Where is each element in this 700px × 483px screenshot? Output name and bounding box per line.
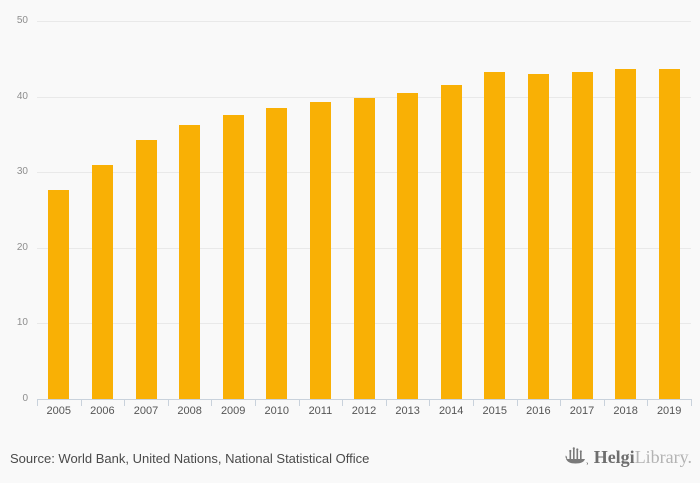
axis-tick: [37, 399, 38, 406]
axis-tick: [385, 399, 387, 406]
y-tick-label-40: 40: [16, 90, 28, 102]
bar-2011: [309, 101, 331, 399]
bar-2017: [571, 71, 593, 399]
axis-tick: [691, 399, 692, 406]
x-tick-label-2006: 2006: [90, 405, 115, 417]
x-tick-label-2009: 2009: [220, 405, 246, 417]
axis-tick: [255, 399, 256, 406]
x-axis-line: [37, 399, 691, 400]
axis-tick: [603, 399, 605, 406]
x-tick-label-2012: 2012: [351, 405, 377, 417]
bar-2008: [179, 124, 201, 399]
y-tick-label-10: 10: [16, 317, 28, 329]
x-tick-label-2014: 2014: [438, 405, 464, 417]
axis-tick: [429, 399, 431, 406]
x-tick-label-2018: 2018: [613, 405, 638, 417]
x-tick-label-2007: 2007: [133, 405, 159, 417]
axis-tick: [516, 399, 518, 406]
bar-2014: [440, 84, 462, 399]
brand-name: HelgiLibrary.: [594, 445, 692, 469]
bar-2012: [353, 98, 375, 399]
axis-tick: [80, 399, 82, 406]
bar-2015: [484, 71, 506, 399]
brand-logo[interactable]: HelgiLibrary.: [565, 445, 692, 469]
brand-name-light: Library.: [634, 447, 692, 467]
plot-area: [37, 21, 691, 400]
brand-name-bold: Helgi: [593, 447, 635, 467]
x-tick-label-2005: 2005: [46, 405, 72, 417]
axis-tick: [124, 399, 126, 406]
bar-2009: [222, 114, 244, 399]
gridline-50: [37, 21, 691, 22]
viking-ship-icon: [565, 446, 588, 465]
axis-tick: [342, 399, 344, 406]
bar-2016: [527, 73, 549, 399]
x-tick-label-2013: 2013: [395, 405, 420, 417]
x-tick-label-2015: 2015: [482, 405, 508, 417]
x-tick-label-2010: 2010: [264, 405, 290, 417]
y-tick-label-0: 0: [22, 393, 28, 404]
x-tick-label-2016: 2016: [526, 405, 551, 417]
axis-tick: [298, 399, 300, 406]
bar-2019: [658, 68, 680, 399]
axis-tick: [167, 399, 169, 406]
bar-2005: [48, 189, 70, 399]
bar-2013: [397, 92, 419, 399]
bar-2018: [615, 69, 637, 399]
axis-tick: [647, 399, 649, 406]
y-tick-label-20: 20: [16, 241, 28, 253]
x-tick-label-2011: 2011: [308, 405, 333, 417]
bar-2007: [135, 139, 157, 399]
source-text: Source: World Bank, United Nations, Nati…: [10, 451, 370, 466]
axis-tick: [560, 399, 562, 406]
y-tick-label-50: 50: [16, 15, 28, 26]
axis-tick: [211, 399, 213, 406]
x-tick-label-2019: 2019: [656, 405, 682, 417]
x-tick-label-2017: 2017: [569, 405, 595, 417]
bar-2010: [266, 107, 288, 399]
axis-tick: [473, 399, 474, 406]
y-tick-label-30: 30: [16, 166, 28, 178]
gridline-40: [37, 96, 691, 98]
x-tick-label-2008: 2008: [177, 405, 202, 417]
bar-2006: [91, 165, 113, 399]
